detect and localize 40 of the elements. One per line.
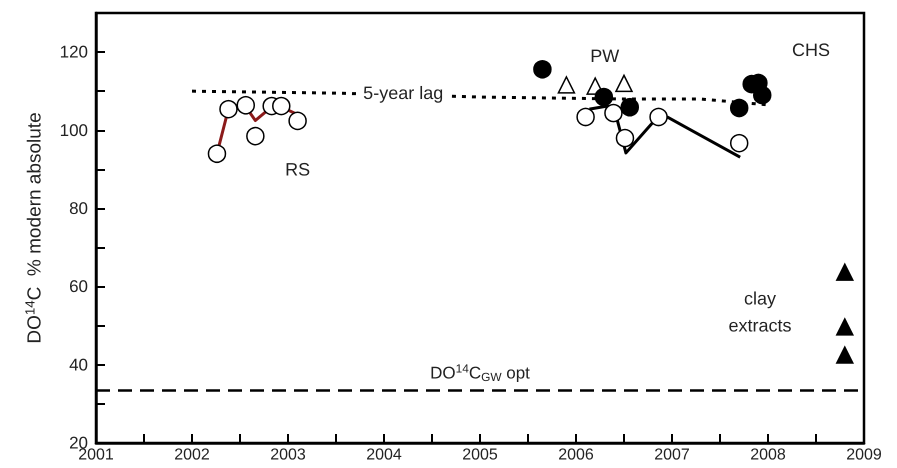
point (836, 263, 854, 281)
point (730, 134, 748, 152)
y-tick-label: 100 (60, 120, 88, 140)
x-tick-label: 2004 (366, 446, 402, 464)
y-tick-label: 60 (69, 277, 88, 296)
annotation: 5-year lag (363, 83, 444, 104)
point (288, 112, 307, 130)
point (620, 98, 640, 116)
y-tick-label: 120 (60, 42, 88, 62)
annotation: clay extracts (728, 288, 792, 336)
point (272, 96, 291, 116)
point (753, 86, 772, 104)
point (836, 318, 854, 336)
x-tick-label: 2002 (174, 446, 210, 464)
point (616, 128, 634, 148)
point (558, 76, 576, 94)
point (730, 98, 748, 118)
point (836, 346, 854, 364)
x-tick-label: 2005 (462, 446, 498, 464)
point (615, 74, 633, 92)
x-tick-label: 2007 (654, 446, 690, 464)
point (219, 100, 238, 118)
y-axis-title: DO14C % modern absolute (22, 112, 46, 344)
x-tick-label: 2009 (846, 446, 882, 464)
point (649, 108, 668, 126)
point (208, 144, 226, 163)
annotation: RS (285, 159, 310, 180)
y-tick-label: 80 (69, 198, 88, 218)
point (576, 108, 595, 126)
annotation: PW (590, 46, 620, 66)
x-tick-label: 2008 (750, 446, 786, 464)
x-tick-label: 2003 (270, 446, 306, 464)
point (236, 96, 256, 114)
point (604, 104, 623, 122)
point (246, 126, 265, 146)
annotation: CHS (792, 40, 830, 60)
x-tick-label: 2006 (558, 446, 594, 464)
point (533, 60, 552, 79)
y-tick-label: 40 (69, 355, 88, 374)
point (594, 88, 614, 106)
